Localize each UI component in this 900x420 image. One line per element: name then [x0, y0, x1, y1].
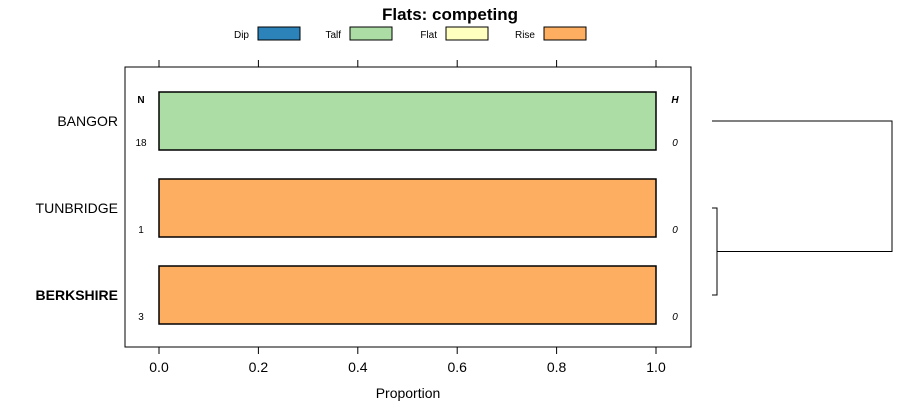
x-axis: 0.0 0.2 0.4 0.6 0.8 1.0 [149, 60, 666, 375]
category-label-berkshire: BERKSHIRE [36, 287, 118, 303]
legend-label-flat: Flat [420, 30, 437, 41]
x-tick-label: 0.2 [249, 359, 269, 375]
dendrogram-merge-bangor [712, 120, 893, 252]
h-label-berkshire: 0 [672, 312, 678, 323]
bars [158, 91, 657, 325]
legend: Dip Talf Flat Rise [234, 26, 587, 41]
bar-segment-berkshire-rise [158, 265, 657, 325]
legend-swatch-rise [543, 26, 587, 41]
count-label-berkshire: 3 [138, 312, 144, 323]
x-tick-label: 0.4 [348, 359, 368, 375]
plot-frame [124, 66, 692, 348]
legend-swatch-talf [349, 26, 393, 41]
count-label-tunbridge: 1 [138, 225, 144, 236]
x-tick-label: 0.6 [447, 359, 467, 375]
chart-title: Flats: competing [382, 5, 518, 24]
category-label-bangor: BANGOR [57, 113, 118, 129]
bar-segment-tunbridge-rise [158, 178, 657, 238]
h-label-bangor: 0 [672, 138, 678, 149]
x-axis-title: Proportion [376, 385, 441, 401]
bar-segment-bangor-talf [158, 91, 657, 151]
h-header: H [671, 95, 679, 106]
x-tick-label: 0.0 [149, 359, 169, 375]
category-labels: BANGOR 18 0 TUNBRIDGE 1 0 BERKSHIRE 3 0 [36, 113, 679, 323]
count-header: N [137, 95, 144, 106]
dendrogram-merge-tunbridge-berkshire [712, 207, 718, 296]
x-tick-label: 0.8 [547, 359, 567, 375]
legend-label-rise: Rise [515, 30, 535, 41]
legend-swatch-dip [257, 26, 301, 41]
h-label-tunbridge: 0 [672, 225, 678, 236]
count-label-bangor: 18 [135, 138, 147, 149]
legend-label-talf: Talf [325, 30, 341, 41]
dendrogram [712, 120, 893, 296]
x-tick-label: 1.0 [646, 359, 666, 375]
category-label-tunbridge: TUNBRIDGE [36, 200, 118, 216]
legend-swatch-flat [445, 26, 489, 41]
legend-label-dip: Dip [234, 30, 249, 41]
